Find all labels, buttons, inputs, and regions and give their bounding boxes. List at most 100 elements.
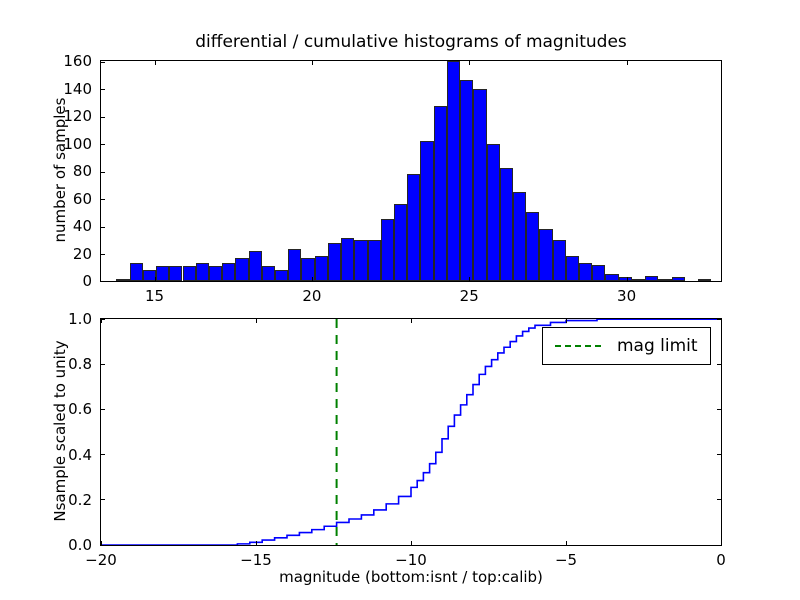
- figure-canvas: differential / cumulative histograms of …: [0, 0, 800, 600]
- tick-mark: [101, 541, 102, 545]
- histogram-bar: [209, 266, 222, 281]
- tick-mark: [101, 319, 102, 323]
- y-tick-label: 80: [73, 162, 92, 180]
- tick-mark: [469, 277, 470, 281]
- histogram-bar: [420, 141, 433, 281]
- histogram-bar: [249, 251, 262, 281]
- y-tick-label: 0.8: [68, 355, 92, 373]
- y-tick-label: 0.6: [68, 400, 92, 418]
- x-tick-label: 15: [145, 287, 164, 305]
- histogram-bar: [553, 240, 566, 281]
- tick-mark: [717, 364, 721, 365]
- tick-mark: [101, 254, 105, 255]
- histogram-bar: [381, 219, 394, 281]
- x-tick-label: −15: [240, 551, 272, 569]
- tick-mark: [411, 319, 412, 323]
- tick-mark: [101, 454, 105, 455]
- tick-mark: [717, 454, 721, 455]
- histogram-bar: [196, 263, 209, 281]
- y-tick-label: 0: [82, 272, 92, 290]
- x-tick-label: 0: [716, 551, 726, 569]
- legend-box: mag limit: [542, 327, 711, 365]
- legend-item-label: mag limit: [617, 336, 698, 356]
- bottom-y-axis-label: Nsample scaled to unity: [51, 317, 69, 545]
- top-x-tick-labels: 15 20 25 30: [100, 287, 722, 309]
- histogram-bar: [500, 168, 513, 281]
- histogram-bar: [447, 61, 460, 281]
- tick-mark: [155, 277, 156, 281]
- tick-mark: [101, 227, 105, 228]
- histogram-bar: [275, 270, 288, 281]
- histogram-bar: [156, 266, 169, 281]
- y-tick-label: 0.2: [68, 491, 92, 509]
- x-tick-label: −10: [395, 551, 427, 569]
- histogram-bar: [222, 263, 235, 281]
- y-tick-label: 20: [73, 245, 92, 263]
- histogram-bar: [130, 263, 143, 281]
- bottom-x-axis-label: magnitude (bottom:isnt / top:calib): [100, 568, 722, 586]
- histogram-bar: [169, 266, 182, 281]
- y-tick-label: 60: [73, 190, 92, 208]
- tick-mark: [717, 499, 721, 500]
- tick-mark: [312, 277, 313, 281]
- tick-mark: [101, 62, 105, 63]
- y-tick-label: 1.0: [68, 310, 92, 328]
- tick-mark: [101, 199, 105, 200]
- tick-mark: [627, 277, 628, 281]
- x-tick-label: −5: [555, 551, 577, 569]
- tick-mark: [101, 117, 105, 118]
- histogram-bar: [407, 174, 420, 281]
- bottom-y-tick-labels: 0.00.20.40.60.81.0: [0, 318, 92, 546]
- x-tick-label: 20: [302, 287, 321, 305]
- y-tick-label: 40: [73, 217, 92, 235]
- x-tick-label: 30: [617, 287, 636, 305]
- histogram-bar: [632, 279, 645, 281]
- tick-mark: [566, 319, 567, 323]
- tick-mark: [312, 61, 313, 65]
- tick-mark: [256, 541, 257, 545]
- histogram-bar: [460, 80, 473, 281]
- histogram-bar: [619, 277, 632, 281]
- top-y-tick-labels: 020406080100120140160: [0, 60, 92, 282]
- bottom-cumulative-axes: mag limit: [100, 318, 722, 546]
- x-tick-label: 25: [460, 287, 479, 305]
- histogram-bar: [539, 229, 552, 281]
- histogram-bar: [394, 204, 407, 281]
- histogram-bar: [526, 212, 539, 281]
- tick-mark: [411, 541, 412, 545]
- tick-mark: [101, 89, 105, 90]
- tick-mark: [101, 499, 105, 500]
- histogram-bar: [116, 279, 129, 281]
- histogram-bar: [235, 258, 248, 281]
- histogram-bar: [579, 263, 592, 281]
- top-y-axis-label: number of samples: [51, 59, 69, 281]
- histogram-bar: [288, 249, 301, 281]
- histogram-bar: [434, 106, 447, 281]
- tick-mark: [101, 409, 105, 410]
- histogram-bar: [473, 89, 486, 282]
- x-tick-label: −20: [85, 551, 117, 569]
- tick-mark: [101, 364, 105, 365]
- histogram-bar: [566, 256, 579, 281]
- histogram-bar: [183, 266, 196, 281]
- histogram-bar: [262, 266, 275, 281]
- histogram-bar: [645, 276, 658, 282]
- page-title: differential / cumulative histograms of …: [100, 32, 722, 52]
- tick-mark: [101, 144, 105, 145]
- top-plot-area: [101, 61, 721, 281]
- histogram-bar: [592, 265, 605, 282]
- histogram-bar: [368, 240, 381, 281]
- histogram-bar: [605, 274, 618, 281]
- histogram-bar: [487, 144, 500, 282]
- top-histogram-axes: [100, 60, 722, 282]
- histogram-bar: [341, 238, 354, 281]
- tick-mark: [717, 409, 721, 410]
- tick-mark: [155, 61, 156, 65]
- histogram-bar: [315, 256, 328, 281]
- histogram-bar: [698, 279, 711, 281]
- histogram-bar: [354, 240, 367, 281]
- tick-mark: [627, 61, 628, 65]
- y-tick-label: 0.4: [68, 446, 92, 464]
- histogram-bar: [658, 279, 671, 281]
- tick-mark: [566, 541, 567, 545]
